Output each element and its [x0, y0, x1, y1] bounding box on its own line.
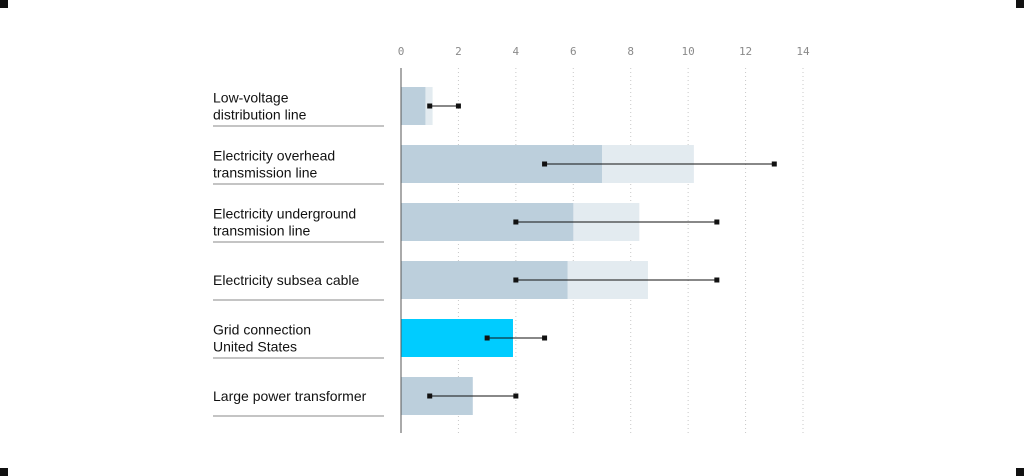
x-tick-label: 8	[627, 45, 634, 58]
category-label: Electricity overhead transmission line	[213, 148, 335, 181]
x-tick-label: 4	[513, 45, 520, 58]
range-low	[542, 161, 548, 167]
range-high	[771, 161, 777, 167]
category-label: Large power transformer	[213, 388, 367, 404]
corner-mark	[1016, 468, 1024, 476]
corner-mark	[1016, 0, 1024, 8]
range-high	[455, 103, 461, 109]
x-tick-label: 14	[796, 45, 810, 58]
x-tick-label: 6	[570, 45, 577, 58]
category-label: Low-voltage distribution line	[213, 90, 307, 123]
range-high	[714, 219, 720, 225]
range-low	[513, 219, 519, 225]
range-low	[513, 277, 519, 283]
corner-mark	[0, 468, 8, 476]
x-tick-label: 12	[739, 45, 752, 58]
range-high	[513, 393, 519, 399]
range-low	[484, 335, 490, 341]
category-label: Electricity underground transmision line	[213, 206, 356, 239]
x-tick-label: 0	[398, 45, 405, 58]
bar	[401, 87, 426, 125]
range-high	[714, 277, 720, 283]
range-low	[427, 103, 433, 109]
corner-mark	[0, 0, 8, 8]
range-low	[427, 393, 433, 399]
category-label: Electricity subsea cable	[213, 272, 360, 288]
x-tick-label: 10	[682, 45, 695, 58]
range-high	[542, 335, 548, 341]
category-label: Grid connection United States	[213, 322, 311, 355]
x-tick-label: 2	[455, 45, 462, 58]
